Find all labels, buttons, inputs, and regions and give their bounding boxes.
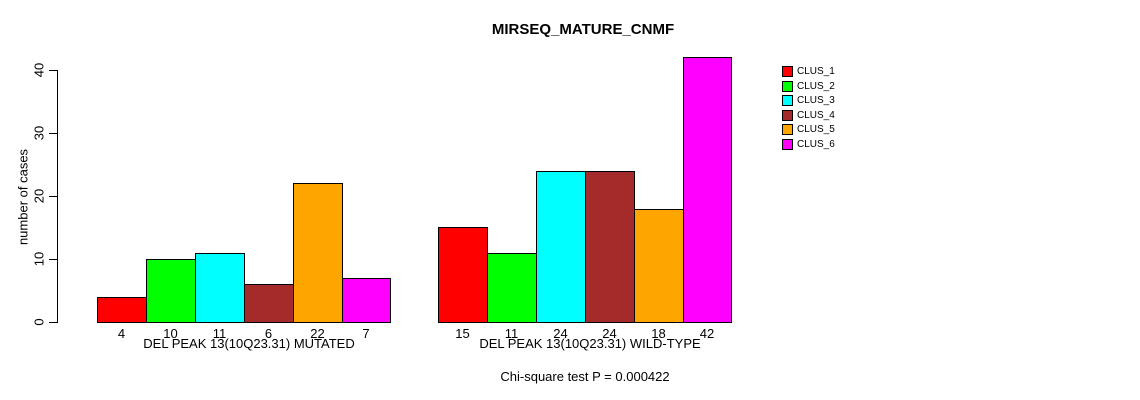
bar-value-label: 4: [117, 326, 126, 341]
bar-value-label: 11: [212, 326, 227, 341]
y-axis-tick-label: 10: [31, 251, 47, 267]
legend-swatch-clus_1: [782, 66, 793, 77]
y-axis-tick-label: 30: [31, 125, 47, 141]
bar-clus_6-group1: [342, 278, 391, 323]
legend-swatch-clus_4: [782, 109, 793, 121]
category-label: DEL PEAK 13(10Q23.31) MUTATED: [143, 336, 355, 351]
bar-clus_2-group1: [146, 259, 196, 323]
y-axis-tick-label: 0: [31, 318, 47, 326]
bar-value-label: 6: [264, 326, 273, 341]
y-axis-line: [57, 70, 58, 323]
y-axis-tick: [49, 133, 57, 134]
legend-swatch-clus_5: [782, 124, 793, 136]
legend-item: CLUS_2: [782, 80, 835, 92]
legend-item: CLUS_6: [782, 138, 835, 150]
bar-clus_1-group2: [438, 227, 488, 323]
legend-label: CLUS_5: [797, 124, 835, 136]
bar-value-label: 22: [310, 326, 325, 341]
legend-swatch-clus_3: [782, 95, 793, 107]
bar-value-label: 42: [699, 326, 715, 341]
legend-label: CLUS_4: [797, 109, 835, 121]
bar-value-label: 10: [163, 326, 178, 341]
bar-value-label: 15: [455, 326, 470, 341]
legend-item: CLUS_4: [782, 109, 835, 121]
y-axis-tick: [49, 259, 57, 260]
bar-value-label: 24: [553, 326, 568, 341]
y-axis-tick: [49, 70, 57, 71]
bar-clus_4-group2: [585, 171, 635, 323]
bar-value-label: 24: [602, 326, 617, 341]
bar-value-label: 18: [651, 326, 666, 341]
y-axis-tick: [49, 322, 57, 323]
bar-clus_5-group2: [634, 209, 684, 323]
bar-clus_3-group2: [536, 171, 586, 323]
y-axis-tick-label: 20: [31, 188, 47, 204]
legend-swatch-clus_6: [782, 138, 793, 150]
y-axis-tick: [49, 196, 57, 197]
legend-item: CLUS_3: [782, 95, 835, 107]
bar-clus_2-group2: [487, 253, 537, 323]
bar-clus_6-group2: [683, 57, 732, 323]
chart-title: MIRSEQ_MATURE_CNMF: [491, 21, 675, 38]
legend-label: CLUS_1: [797, 66, 835, 77]
bar-clus_1-group1: [97, 297, 147, 323]
bar-clus_5-group1: [293, 183, 343, 323]
category-label: DEL PEAK 13(10Q23.31) WILD-TYPE: [479, 336, 701, 351]
legend: CLUS_1 CLUS_2 CLUS_3 CLUS_4 CLUS_5 CLUS_6: [782, 66, 835, 154]
bar-clus_3-group1: [195, 253, 245, 323]
legend-label: CLUS_6: [797, 138, 835, 150]
bar-value-label: 7: [362, 326, 370, 341]
legend-swatch-clus_2: [782, 80, 793, 92]
legend-label: CLUS_2: [797, 80, 835, 92]
legend-label: CLUS_3: [797, 95, 835, 107]
legend-item: CLUS_5: [782, 124, 835, 136]
chi-square-annotation: Chi-square test P = 0.000422: [500, 369, 670, 384]
y-axis-tick-label: 40: [31, 62, 47, 78]
legend-item: CLUS_1: [782, 66, 835, 77]
bar-clus_4-group1: [244, 284, 294, 323]
bar-value-label: 11: [504, 326, 519, 341]
